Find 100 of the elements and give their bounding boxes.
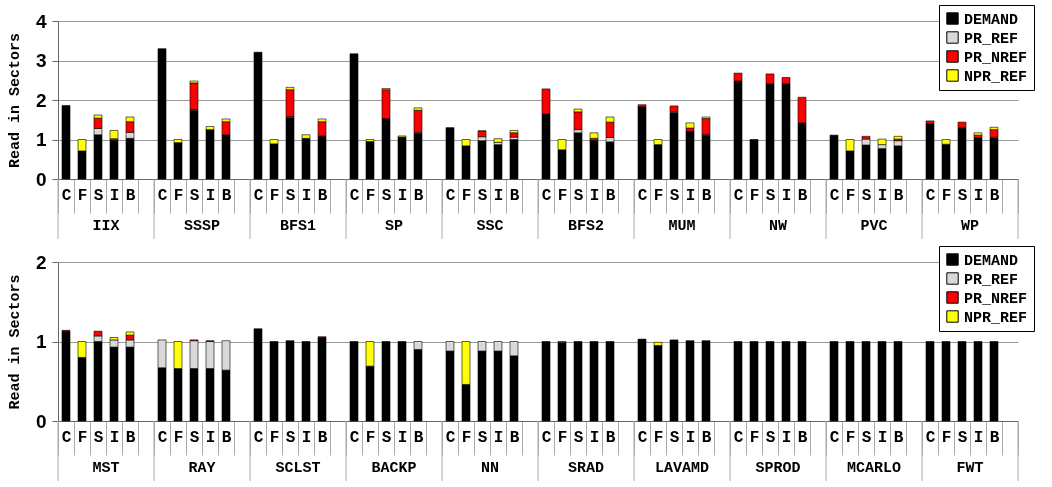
x-tick-label: B xyxy=(701,186,712,205)
x-tick-label: S xyxy=(189,186,200,205)
text: IIX xyxy=(92,218,120,235)
y-tick-label: 0 xyxy=(35,168,47,190)
y-tick-label: 0 xyxy=(35,410,47,432)
x-tick-label: B xyxy=(221,186,232,205)
x-tick-label: C xyxy=(445,186,456,205)
x-tick-label: S xyxy=(189,428,200,447)
x-tick-label: S xyxy=(861,186,872,205)
x-tick-label: F xyxy=(941,428,952,447)
x-tick-label: S xyxy=(285,186,296,205)
x-tick-label: S xyxy=(957,186,968,205)
y-tick-label: 4 xyxy=(35,10,47,32)
x-tick-label: I xyxy=(589,428,600,447)
text: MST xyxy=(92,460,120,477)
legend-label: PR_REF xyxy=(964,30,1019,48)
x-tick-label: S xyxy=(861,428,872,447)
x-tick-label: F xyxy=(77,186,88,205)
x-tick-label: F xyxy=(557,186,568,205)
x-tick-label: I xyxy=(877,428,888,447)
x-tick-label: B xyxy=(413,186,424,205)
x-tick-label: F xyxy=(749,428,760,447)
legend-label: NPR_REF xyxy=(964,309,1028,327)
text: MCARLO xyxy=(846,460,902,477)
x-tick-label: S xyxy=(573,186,584,205)
x-tick-label: C xyxy=(541,428,552,447)
x-tick-label: C xyxy=(61,428,72,447)
text: BACKP xyxy=(371,460,417,477)
x-tick-label: B xyxy=(797,428,808,447)
x-tick-label: C xyxy=(349,186,360,205)
x-tick-label: I xyxy=(397,186,408,205)
x-tick-label: B xyxy=(605,186,616,205)
x-tick-label: B xyxy=(221,428,232,447)
text: SRAD xyxy=(567,460,605,477)
x-tick-label: I xyxy=(109,186,120,205)
text: SSSP xyxy=(183,218,221,235)
x-tick-label: F xyxy=(365,428,376,447)
x-tick-label: I xyxy=(973,428,984,447)
legend-label: DEMAND xyxy=(964,252,1019,270)
x-tick-label: I xyxy=(205,186,216,205)
x-tick-label: I xyxy=(685,186,696,205)
x-tick-label: S xyxy=(573,428,584,447)
x-tick-label: I xyxy=(685,428,696,447)
x-tick-label: S xyxy=(669,186,680,205)
legend-label: NPR_REF xyxy=(964,68,1028,86)
text: NN xyxy=(480,460,500,477)
legend-label: PR_REF xyxy=(964,271,1019,289)
x-tick-label: F xyxy=(269,428,280,447)
x-tick-label: S xyxy=(477,186,488,205)
x-tick-label: B xyxy=(989,428,1000,447)
y-tick-label: 2 xyxy=(35,89,47,111)
x-tick-label: C xyxy=(637,428,648,447)
x-tick-label: S xyxy=(381,186,392,205)
x-tick-label: F xyxy=(845,428,856,447)
x-tick-label: S xyxy=(381,428,392,447)
x-tick-label: B xyxy=(989,186,1000,205)
x-tick-label: F xyxy=(173,428,184,447)
x-tick-label: S xyxy=(957,428,968,447)
x-tick-label: F xyxy=(653,186,664,205)
x-tick-label: F xyxy=(749,186,760,205)
text: LAVAMD xyxy=(654,460,710,477)
x-tick-label: B xyxy=(605,428,616,447)
text: WP xyxy=(960,218,980,235)
x-tick-label: C xyxy=(829,186,840,205)
x-tick-label: C xyxy=(61,186,72,205)
legend-label: PR_NREF xyxy=(964,49,1028,67)
y-tick-label: 3 xyxy=(35,50,47,71)
text: MUM xyxy=(668,218,696,235)
x-tick-label: C xyxy=(541,186,552,205)
x-tick-label: C xyxy=(349,428,360,447)
x-tick-label: I xyxy=(301,428,312,447)
x-tick-label: C xyxy=(925,186,936,205)
x-tick-label: S xyxy=(93,428,104,447)
x-tick-label: S xyxy=(669,428,680,447)
x-tick-label: C xyxy=(253,428,264,447)
legend-label: PR_NREF xyxy=(964,290,1028,308)
x-tick-label: B xyxy=(413,428,424,447)
x-tick-label: F xyxy=(173,186,184,205)
x-tick-label: C xyxy=(157,186,168,205)
x-tick-label: C xyxy=(157,428,168,447)
x-tick-label: B xyxy=(701,428,712,447)
legend-label: DEMAND xyxy=(964,11,1019,29)
text: BFS1 xyxy=(279,218,317,235)
x-tick-label: B xyxy=(317,428,328,447)
x-tick-label: I xyxy=(973,186,984,205)
x-tick-label: S xyxy=(765,186,776,205)
x-tick-label: I xyxy=(205,428,216,447)
text: SP xyxy=(384,218,404,235)
x-tick-label: F xyxy=(77,428,88,447)
x-tick-label: B xyxy=(509,428,520,447)
text: RAY xyxy=(188,460,216,477)
x-tick-label: C xyxy=(637,186,648,205)
x-tick-label: F xyxy=(461,428,472,447)
x-tick-label: I xyxy=(493,186,504,205)
x-tick-label: F xyxy=(365,186,376,205)
x-tick-label: C xyxy=(445,428,456,447)
y-axis-title: Read in Sectors xyxy=(6,32,24,169)
text: BFS2 xyxy=(567,218,605,235)
x-tick-label: B xyxy=(125,186,136,205)
text: FWT xyxy=(956,460,984,477)
